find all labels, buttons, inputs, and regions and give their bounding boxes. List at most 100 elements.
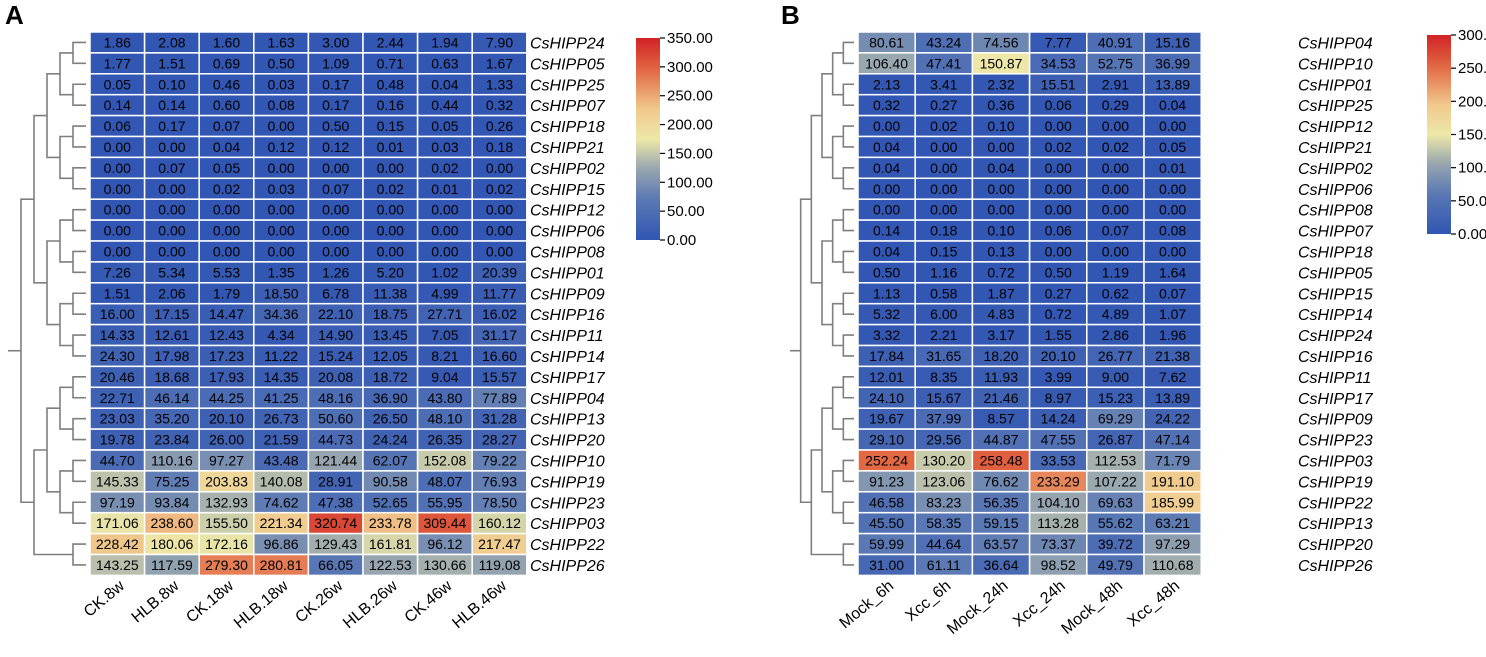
cell-value-label: 1.26 (322, 264, 349, 280)
row-label: CsHIPP12 (1298, 119, 1373, 136)
cell-value-label: 2.08 (158, 34, 185, 50)
column-label: Xcc_48h (1125, 577, 1184, 630)
colorbar-tick-label: 50.00 (667, 203, 705, 220)
cell-value-label: 258.48 (980, 452, 1023, 468)
cell-value-label: 1.94 (431, 34, 458, 50)
row-label: CsHIPP18 (1298, 244, 1373, 261)
cell-value-label: 1.02 (431, 264, 458, 280)
cell-value-label: 113.28 (1037, 515, 1079, 531)
cell-value-label: 0.04 (873, 160, 900, 176)
dendrogram-link (46, 73, 60, 159)
cell-value-label: 29.56 (926, 432, 961, 448)
cell-value-label: 47.55 (1041, 432, 1076, 448)
cell-value-label: 0.69 (213, 55, 240, 71)
cell-value-label: 0.50 (322, 118, 349, 134)
cell-value-label: 191.10 (1151, 473, 1194, 489)
cell-value-label: 24.30 (100, 348, 135, 364)
row-label: CsHIPP22 (1298, 495, 1373, 512)
cell-value-label: 15.16 (1155, 34, 1190, 50)
cell-value-label: 63.21 (1155, 515, 1190, 531)
cell-value-label: 0.14 (873, 223, 900, 239)
cell-value-label: 238.60 (150, 515, 193, 531)
cell-value-label: 22.10 (318, 306, 353, 322)
cell-value-label: 79.22 (482, 452, 517, 468)
cell-value-label: 14.35 (264, 369, 299, 385)
cell-value-label: 20.10 (1041, 348, 1076, 364)
dendrogram-link (72, 459, 86, 483)
row-label: CsHIPP13 (530, 412, 605, 429)
cell-value-label: 1.51 (104, 285, 131, 301)
cell-value-label: 7.62 (1159, 369, 1186, 385)
cell-value-label: 15.67 (926, 390, 961, 406)
cell-value-label: 0.00 (486, 202, 513, 218)
cell-value-label: 1.19 (1102, 264, 1129, 280)
cell-value-label: 15.24 (318, 348, 353, 364)
cell-value-label: 56.35 (983, 494, 1018, 510)
cell-value-label: 21.38 (1155, 348, 1190, 364)
column-label: CK.26w (292, 577, 346, 626)
dendrogram-link (72, 41, 86, 65)
cell-value-label: 233.29 (1037, 473, 1080, 489)
cell-value-label: 145.33 (96, 473, 139, 489)
cell-value-label: 18.75 (373, 306, 408, 322)
cell-value-label: 4.83 (987, 306, 1014, 322)
cell-value-label: 9.04 (431, 369, 458, 385)
cell-value-label: 252.24 (865, 452, 908, 468)
cell-value-label: 0.62 (1102, 285, 1129, 301)
cell-value-label: 13.89 (1155, 390, 1190, 406)
cell-value-label: 46.14 (154, 390, 189, 406)
cell-value-label: 2.13 (873, 76, 900, 92)
cell-value-label: 44.25 (209, 390, 244, 406)
cell-value-label: 0.00 (987, 139, 1014, 155)
cell-value-label: 0.02 (1102, 139, 1129, 155)
dendrogram-link (72, 417, 86, 441)
cell-value-label: 0.02 (1045, 139, 1072, 155)
cell-value-label: 0.17 (322, 97, 349, 113)
dendrogram-link (72, 376, 86, 399)
cell-value-label: 7.77 (1045, 34, 1072, 50)
row-label: CsHIPP13 (1298, 516, 1373, 533)
cell-value-label: 26.87 (1098, 432, 1133, 448)
cell-value-label: 143.25 (96, 557, 139, 573)
cell-value-label: 2.06 (158, 285, 185, 301)
cell-value-label: 90.58 (373, 473, 408, 489)
cell-value-label: 74.56 (983, 34, 1018, 50)
cell-value-label: 21.59 (264, 432, 299, 448)
cell-value-label: 78.50 (482, 494, 517, 510)
cell-value-label: 31.00 (869, 557, 904, 573)
cell-value-label: 0.00 (377, 202, 404, 218)
cell-value-label: 0.06 (104, 118, 131, 134)
row-label: CsHIPP19 (530, 474, 605, 491)
row-label: CsHIPP02 (1298, 161, 1373, 178)
cell-value-label: 0.17 (158, 118, 185, 134)
column-label: Mock_48h (1058, 577, 1125, 637)
cell-value-label: 4.34 (267, 327, 294, 343)
cell-value-label: 26.50 (373, 411, 408, 427)
row-label: CsHIPP04 (530, 391, 605, 408)
row-label: CsHIPP07 (530, 98, 606, 115)
dendrogram-link (810, 114, 822, 284)
cell-value-label: 19.67 (869, 411, 904, 427)
cell-value-label: 0.29 (1102, 97, 1129, 113)
row-label: CsHIPP25 (1298, 98, 1373, 115)
cell-value-label: 80.61 (869, 34, 904, 50)
cell-value-label: 0.00 (930, 181, 957, 197)
row-label: CsHIPP06 (530, 224, 605, 241)
dendrogram-link (831, 302, 844, 347)
cell-value-label: 0.50 (1045, 264, 1072, 280)
cell-value-label: 14.24 (1041, 411, 1076, 427)
cell-value-label: 26.35 (427, 432, 462, 448)
cell-value-label: 0.00 (377, 243, 404, 259)
cell-value-label: 1.87 (987, 285, 1014, 301)
cell-value-label: 0.15 (930, 243, 957, 259)
dendrogram-link (20, 198, 34, 504)
dendrogram-link (59, 219, 73, 263)
dendrogram-link (72, 334, 86, 357)
cell-value-label: 75.25 (154, 473, 189, 489)
cell-value-label: 0.07 (1159, 285, 1186, 301)
colorbar-tick-label: 0.00 (667, 232, 696, 249)
cell-value-label: 150.87 (980, 55, 1023, 71)
cell-value-label: 0.36 (987, 97, 1014, 113)
cell-value-label: 62.07 (373, 452, 408, 468)
cell-value-label: 22.71 (100, 390, 135, 406)
